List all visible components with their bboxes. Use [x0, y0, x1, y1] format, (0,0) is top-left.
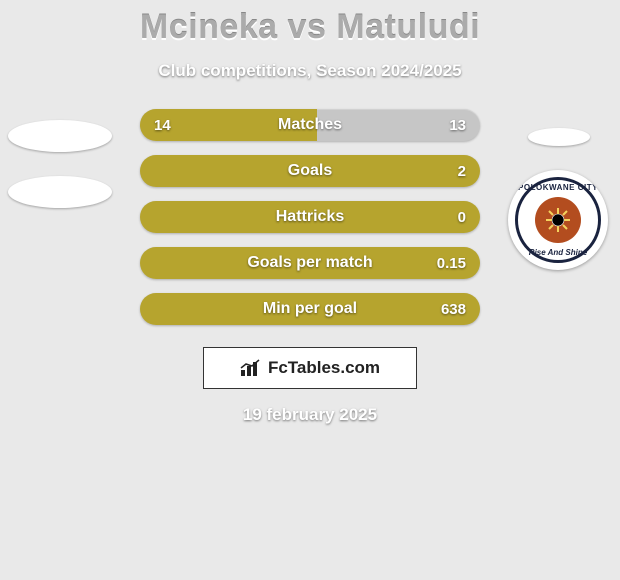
stat-value-right: 0.15 [437, 255, 466, 272]
stat-row: Min per goal638 [0, 293, 620, 325]
player-left-badges [8, 120, 112, 208]
player-badge-oval [8, 120, 112, 152]
logo-text: FcTables.com [268, 358, 380, 378]
stat-bar-fill [140, 247, 480, 279]
stat-value-right: 13 [449, 117, 466, 134]
stat-value-right: 0 [458, 209, 466, 226]
club-badge: POLOKWANE CITY Rise And Shine [508, 170, 608, 270]
stat-value-left: 14 [154, 117, 171, 134]
fctables-logo: FcTables.com [203, 347, 417, 389]
stat-bar: Goals per match0.15 [140, 247, 480, 279]
stat-bar: Matches1413 [140, 109, 480, 141]
page-title: Mcineka vs Matuludi [0, 8, 620, 47]
soccer-icon [544, 206, 572, 234]
bar-chart-icon [240, 359, 262, 377]
stat-bar-fill [140, 201, 480, 233]
stat-bar-fill [140, 155, 480, 187]
stat-value-right: 638 [441, 301, 466, 318]
stat-bar-fill [140, 293, 480, 325]
club-badge-top-text: POLOKWANE CITY [518, 183, 598, 192]
stat-bar: Min per goal638 [140, 293, 480, 325]
stat-bar: Goals2 [140, 155, 480, 187]
stat-bar: Hattricks0 [140, 201, 480, 233]
logo-band: FcTables.com [0, 347, 620, 389]
stat-value-right: 2 [458, 163, 466, 180]
date-label: 19 february 2025 [0, 405, 620, 425]
subtitle: Club competitions, Season 2024/2025 [0, 61, 620, 81]
club-badge-bottom-text: Rise And Shine [518, 248, 598, 257]
club-badge-core [535, 197, 581, 243]
club-badge-ring: POLOKWANE CITY Rise And Shine [515, 177, 601, 263]
player-badge-oval [8, 176, 112, 208]
player-right-small-oval [528, 128, 590, 146]
